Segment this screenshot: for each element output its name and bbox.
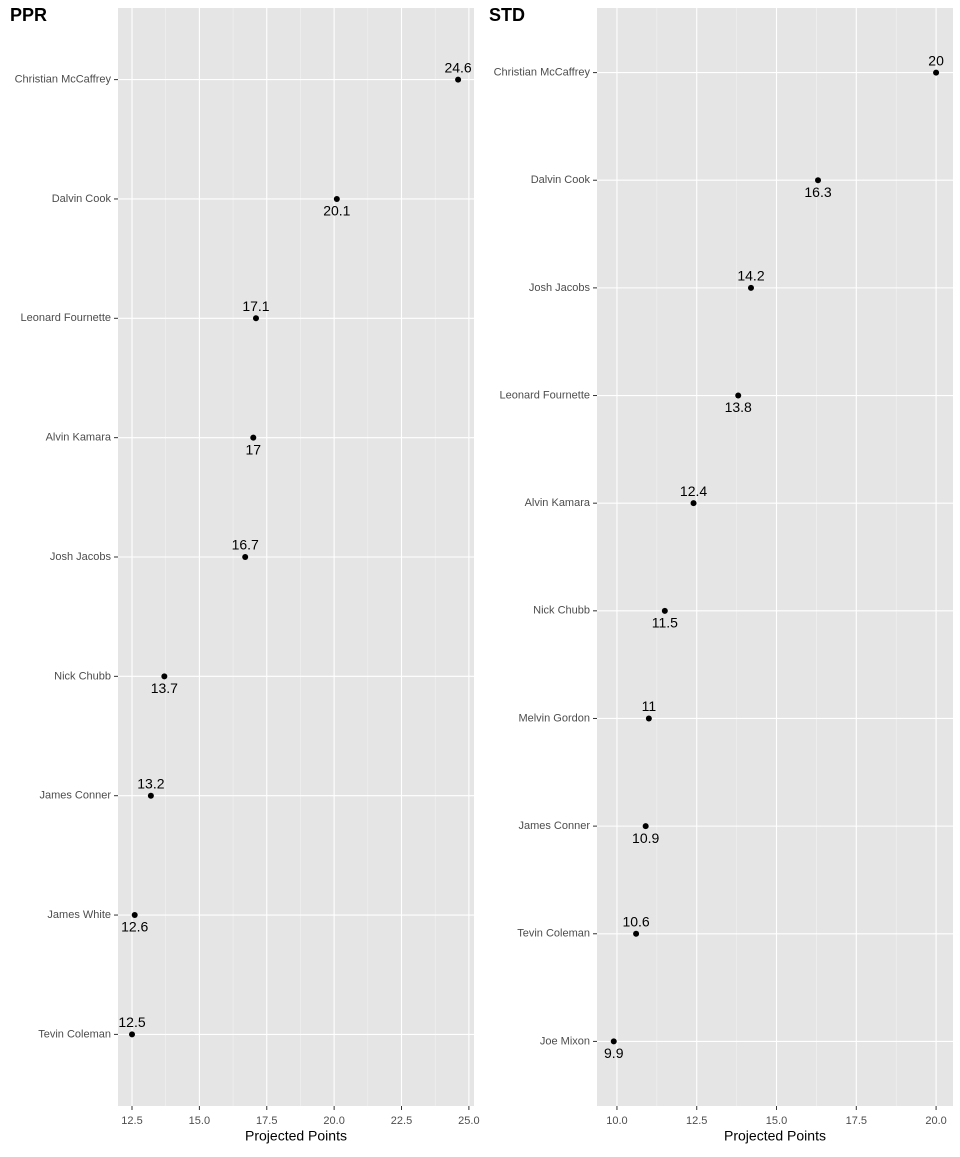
point [690,500,697,507]
y-tick-label: James Conner [39,790,111,802]
x-tick-label: 17.5 [256,1115,277,1127]
x-tick-label: 12.5 [121,1115,142,1127]
data-label: 9.9 [604,1045,624,1061]
data-label: 11 [642,698,657,714]
point [747,284,754,291]
x-tick-label: 15.0 [766,1115,787,1127]
data-label: 12.6 [121,919,148,935]
y-tick-label: Josh Jacobs [529,282,591,294]
data-label: 10.6 [622,913,649,929]
x-tick-label: 15.0 [189,1115,210,1127]
point [455,76,462,83]
panel [597,8,953,1106]
x-tick-label: 10.0 [606,1115,627,1127]
point [131,912,138,919]
point [815,177,822,184]
data-label: 13.8 [725,399,752,415]
point [645,715,652,722]
point [242,554,249,560]
x-tick-label: 20.0 [925,1115,946,1127]
y-tick-label: Leonard Fournette [20,312,111,324]
data-label: 20 [928,52,944,68]
data-label: 11.5 [652,615,678,631]
chart-title: PPR [10,5,47,25]
point [252,315,259,322]
data-label: 14.2 [737,268,764,284]
point [161,673,168,680]
y-tick-label: Nick Chubb [533,605,590,617]
data-label: 16.3 [804,184,831,200]
y-tick-label: James White [47,909,111,921]
point [333,195,340,202]
data-label: 10.9 [632,830,659,846]
point [642,823,649,830]
data-label: 13.2 [137,775,164,791]
x-axis-label: Projected Points [724,1128,826,1144]
y-tick-label: Joe Mixon [540,1035,590,1047]
y-tick-label: Nick Chubb [54,670,111,682]
x-tick-label: 12.5 [686,1115,707,1127]
point [610,1038,617,1045]
y-tick-label: Dalvin Cook [531,174,591,186]
point [147,792,154,799]
data-label: 12.4 [680,483,707,499]
data-label: 24.6 [444,59,471,75]
chart-title: STD [489,5,525,25]
y-tick-label: Tevin Coleman [38,1028,111,1040]
data-label: 16.7 [232,537,259,553]
x-tick-label: 17.5 [846,1115,867,1127]
y-tick-label: Melvin Gordon [518,712,590,724]
data-label: 13.7 [151,680,178,696]
y-tick-label: Christian McCaffrey [15,74,112,86]
y-tick-label: Josh Jacobs [50,551,112,563]
y-tick-label: James Conner [518,820,590,832]
y-tick-label: Leonard Fournette [499,389,590,401]
y-tick-label: Dalvin Cook [52,193,112,205]
y-tick-label: Alvin Kamara [525,497,591,509]
data-label: 17 [245,441,261,457]
x-tick-label: 20.0 [323,1115,344,1127]
point [735,392,742,399]
data-label: 17.1 [242,298,269,314]
x-axis-label: Projected Points [245,1128,347,1144]
point [661,607,668,614]
point [250,434,257,441]
data-label: 12.5 [118,1014,145,1030]
point [129,1031,136,1038]
x-tick-label: 25.0 [458,1115,479,1127]
y-tick-label: Alvin Kamara [46,432,112,444]
data-label: 20.1 [323,203,350,219]
point [633,930,640,937]
x-tick-label: 22.5 [391,1115,412,1127]
y-tick-label: Christian McCaffrey [494,66,591,78]
point [933,69,940,76]
y-tick-label: Tevin Coleman [517,928,590,940]
